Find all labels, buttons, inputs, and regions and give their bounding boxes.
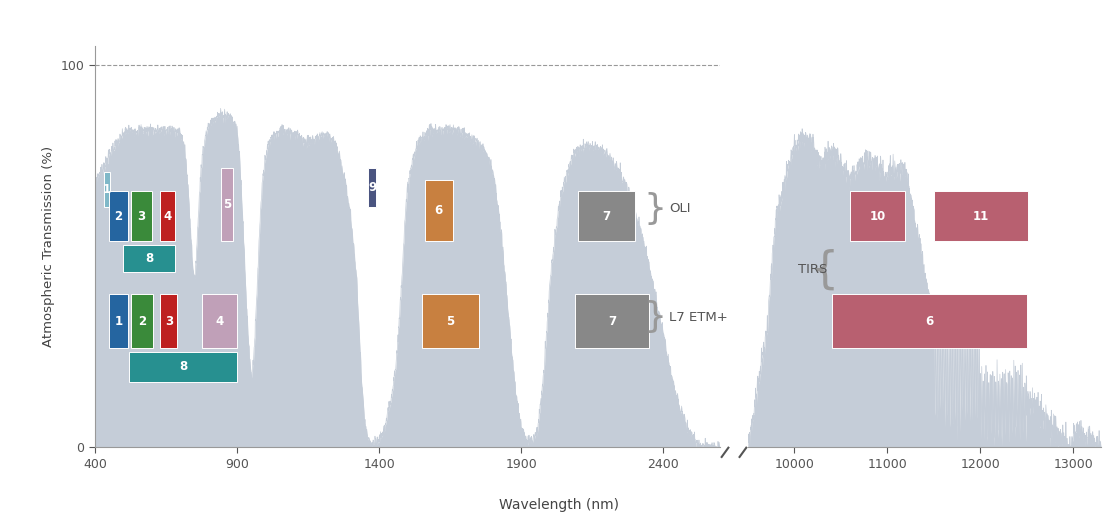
Bar — [110, 191, 127, 241]
Text: 8: 8 — [179, 360, 187, 374]
Bar — [575, 295, 648, 348]
Bar — [832, 295, 1026, 348]
Bar — [221, 169, 233, 241]
Text: 5: 5 — [222, 198, 231, 211]
Text: 2: 2 — [138, 315, 146, 328]
Text: 2: 2 — [114, 210, 123, 223]
Text: 5: 5 — [446, 315, 454, 328]
Text: }: } — [643, 300, 666, 335]
Text: 6: 6 — [435, 204, 443, 217]
Text: TIRS: TIRS — [797, 263, 827, 276]
Bar — [160, 191, 174, 241]
Bar — [104, 172, 110, 207]
Bar — [110, 295, 127, 348]
Bar — [934, 191, 1027, 241]
Bar — [129, 352, 237, 382]
Text: {: { — [811, 248, 838, 291]
Bar — [850, 191, 906, 241]
Text: 4: 4 — [215, 315, 224, 328]
Text: 3: 3 — [138, 210, 145, 223]
Text: 4: 4 — [163, 210, 171, 223]
Text: 3: 3 — [164, 315, 173, 328]
Bar — [421, 295, 479, 348]
Text: 7: 7 — [608, 315, 616, 328]
Text: 1: 1 — [103, 183, 112, 196]
Bar — [123, 245, 174, 271]
Bar — [160, 295, 178, 348]
Text: L7 ETM+: L7 ETM+ — [669, 311, 728, 324]
Text: OLI: OLI — [669, 202, 690, 215]
Text: 9: 9 — [368, 181, 376, 194]
Text: 10: 10 — [870, 210, 885, 223]
Bar — [425, 180, 453, 241]
Text: Wavelength (nm): Wavelength (nm) — [499, 498, 619, 512]
Bar — [131, 191, 152, 241]
Y-axis label: Atmospheric Transmission (%): Atmospheric Transmission (%) — [42, 146, 55, 347]
Text: 6: 6 — [925, 315, 934, 328]
Bar — [578, 191, 635, 241]
Bar — [368, 169, 377, 207]
Bar — [201, 295, 237, 348]
Text: 7: 7 — [603, 210, 610, 223]
Bar — [131, 295, 153, 348]
Text: }: } — [643, 192, 666, 226]
Text: 1: 1 — [114, 315, 123, 328]
Text: 11: 11 — [973, 210, 989, 223]
Text: 8: 8 — [145, 252, 153, 265]
